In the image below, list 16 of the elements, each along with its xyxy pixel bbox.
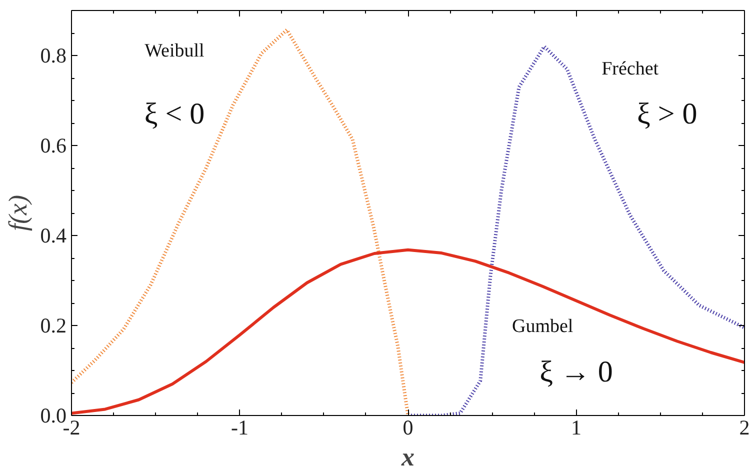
annotation: ξ → 0: [540, 355, 613, 388]
y-axis-title: f(x): [3, 194, 32, 232]
annotation: ξ > 0: [636, 98, 698, 131]
y-tick-label: 0.4: [40, 224, 67, 248]
x-axis-title: x: [400, 442, 414, 472]
x-tick-label: 0: [402, 416, 414, 440]
x-tick-label: 2: [739, 416, 750, 440]
y-tick-label: 0.2: [40, 314, 66, 338]
y-tick-label: 0.8: [40, 44, 66, 68]
x-tick-label: 1: [571, 416, 582, 440]
x-tick-label: -1: [231, 416, 249, 440]
series-label: Fréchet: [602, 58, 660, 80]
y-tick-label: 0.6: [40, 134, 66, 158]
series-label: Gumbel: [512, 316, 574, 337]
text: Weibull: [144, 40, 204, 62]
annotation: ξ < 0: [144, 98, 205, 131]
